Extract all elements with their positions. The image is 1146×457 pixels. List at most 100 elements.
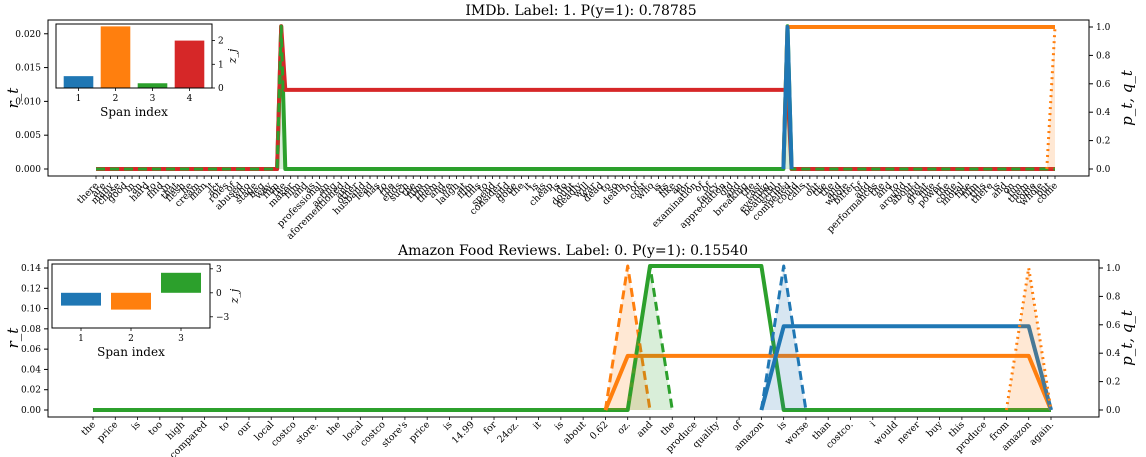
x-tick-label: again. <box>1027 419 1056 448</box>
inset-bar-3 <box>161 272 201 293</box>
y-tick-label-left: 0.10 <box>21 305 41 315</box>
series-line-1 <box>96 24 1055 171</box>
y-tick-label-left: 0.06 <box>21 345 41 355</box>
series-line-2 <box>96 24 1055 171</box>
inset-bar-3 <box>137 83 168 88</box>
x-tick-label: 14.99 <box>450 419 477 446</box>
plot-marks <box>96 24 1057 171</box>
x-tick-label: too <box>146 419 165 438</box>
y-tick-label-right: 0.4 <box>1106 349 1121 359</box>
plot-frame <box>47 259 1100 418</box>
series-line-2 <box>759 324 1053 411</box>
chart-title: IMDb. Label: 1. P(y=1): 0.78785 <box>465 3 696 19</box>
y-tick-label-right: 0.2 <box>1096 137 1110 147</box>
y-tick-label-right: 1.0 <box>1096 23 1111 33</box>
series-fill-5 <box>761 266 806 410</box>
series-line-1 <box>603 353 1053 411</box>
x-tick-label: price <box>95 419 120 444</box>
inset-bar-1 <box>63 76 94 88</box>
x-tick-label: to <box>217 419 232 434</box>
series-line-4 <box>781 25 794 170</box>
y-tick-label-left: 0.00 <box>21 406 41 416</box>
series-line-4 <box>626 264 674 411</box>
series-fill-5 <box>1046 27 1055 169</box>
x-tick-label: buy <box>925 419 946 440</box>
y-tick-label-left: 0.12 <box>21 284 41 294</box>
y-tick-label-right: 0.0 <box>1106 406 1121 416</box>
y-tick-label-left: 0.005 <box>15 131 41 141</box>
inset-y-tick-label: 0 <box>216 289 222 299</box>
inset-y-tick-label: −3 <box>216 313 230 323</box>
y-tick-label-left: 0.000 <box>15 165 41 175</box>
inset-marks: 1 2 3 4 0 1 2 <box>63 26 224 104</box>
series-fill-3 <box>605 266 650 410</box>
x-tick-label: 0.62 <box>588 419 611 442</box>
inset-x-tick-label: 3 <box>178 334 184 344</box>
x-tick-label: i <box>868 419 878 429</box>
chart-panel-amazon: Amazon Food Reviews. Label: 0. P(y=1): 0… <box>4 243 1136 457</box>
y-tick-label-right: 0.2 <box>1106 378 1120 388</box>
series-line-5 <box>759 264 808 411</box>
x-tick-label: oz. <box>615 419 633 437</box>
chart-title: Amazon Food Reviews. Label: 0. P(y=1): 0… <box>397 243 748 259</box>
x-tick-label: worse <box>783 419 811 447</box>
series-fill-6 <box>1006 268 1051 410</box>
inset-frame <box>51 263 211 329</box>
series-fill-2 <box>96 26 1055 169</box>
inset-y-tick-label: 2 <box>218 37 224 47</box>
inset-bar-4 <box>174 40 205 88</box>
x-tick-label: would <box>872 419 900 447</box>
inset-x-tick-label: 3 <box>150 94 156 104</box>
x-tick-label: is <box>553 419 566 432</box>
y-axis-label-right: p_t, q_t <box>1118 309 1136 366</box>
x-tick-label: is <box>129 419 142 432</box>
y-tick-label-right: 0.6 <box>1096 80 1111 90</box>
y-tick-label-right: 0.4 <box>1096 108 1111 118</box>
y-tick-label-left: 0.020 <box>15 30 41 40</box>
x-tick-label: and <box>635 419 655 439</box>
inset-x-tick-label: 2 <box>128 334 134 344</box>
inset-y-tick-label: 1 <box>218 60 224 70</box>
x-tick-label: is <box>441 419 454 432</box>
inset-x-label: Span index <box>97 345 165 359</box>
x-tick-label: it <box>531 419 544 432</box>
y-tick-label-right: 0.0 <box>1096 165 1111 175</box>
series-line-3 <box>781 25 1055 170</box>
inset-marks: 1 2 3 −3 0 3 <box>61 265 230 344</box>
inset-x-tick-label: 4 <box>187 94 193 104</box>
plot-frame <box>47 19 1090 177</box>
inset-y-label: z_j <box>228 288 241 304</box>
y-tick-label-right: 1.0 <box>1106 264 1121 274</box>
inset-x-label: Span index <box>100 105 168 119</box>
inset-x-tick-label: 1 <box>78 334 84 344</box>
y-tick-label-left: 0.015 <box>15 64 41 74</box>
x-tick-label: of <box>730 418 745 433</box>
x-tick-label: price <box>407 419 432 444</box>
series-line-3 <box>603 264 652 411</box>
inset-bar-chart: 1 2 3 4 0 1 2 Span index z_j <box>55 23 239 119</box>
inset-bar-2 <box>111 292 151 310</box>
x-tick-label: about <box>561 419 588 446</box>
inset-y-tick-label: 0 <box>218 84 224 94</box>
y-tick-label-left: 0.04 <box>21 365 41 375</box>
x-tick-label: store. <box>294 419 321 446</box>
inset-bar-chart: 1 2 3 −3 0 3 Span index z_j <box>51 263 241 359</box>
x-tick-label: 24oz. <box>495 419 521 445</box>
y-tick-label-left: 0.02 <box>21 386 41 396</box>
x-tick-label: for <box>482 419 500 437</box>
y-tick-label-left: 0.14 <box>21 264 41 274</box>
x-tick-label: is <box>775 419 788 432</box>
x-tick-label: costco <box>269 419 299 449</box>
y-tick-label-left: 0.010 <box>15 97 41 107</box>
y-axis-label-right: p_t, q_t <box>1118 69 1136 126</box>
y-tick-label-right: 0.8 <box>1106 292 1121 302</box>
inset-frame <box>55 23 213 89</box>
series-fill-4 <box>627 266 673 410</box>
inset-y-label: z_j <box>226 48 239 64</box>
series-line-0 <box>96 24 1055 171</box>
y-axis-label-left: r_t <box>4 327 22 349</box>
plot-marks <box>93 264 1053 412</box>
inset-bar-1 <box>61 292 101 306</box>
y-tick-label-left: 0.08 <box>21 325 41 335</box>
